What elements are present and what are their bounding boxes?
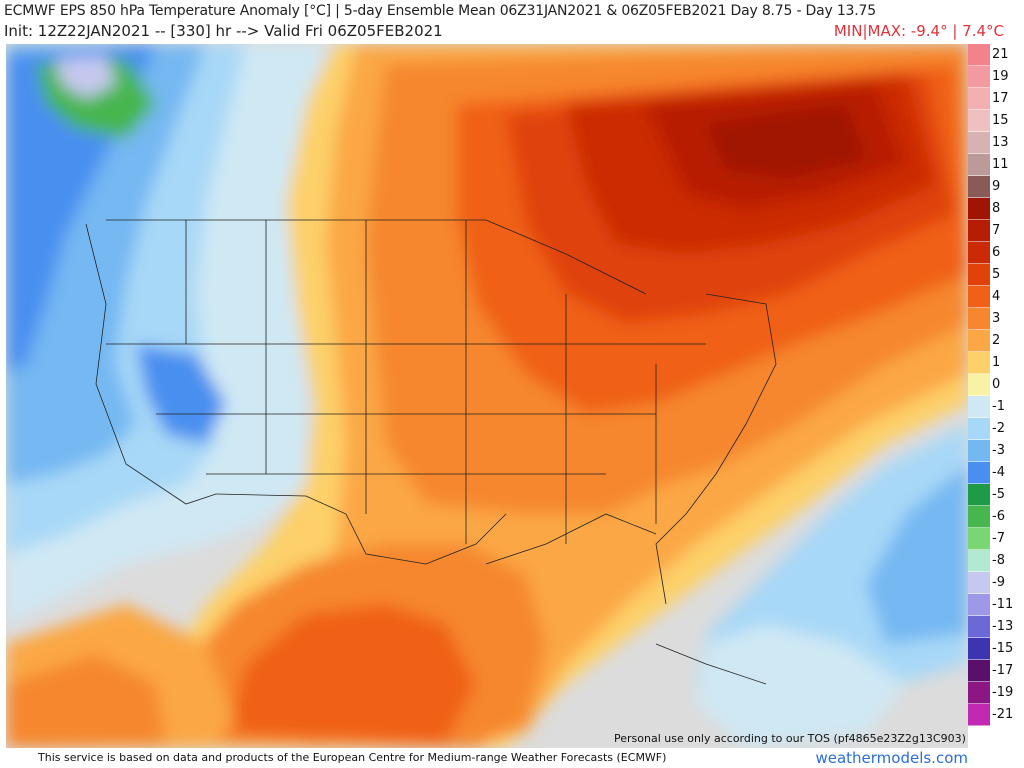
colorbar-label: -21 bbox=[992, 707, 1014, 722]
colorbar-swatch bbox=[968, 308, 990, 330]
colorbar-swatch bbox=[968, 220, 990, 242]
colorbar-swatch bbox=[968, 572, 990, 594]
colorbar-label: 21 bbox=[992, 47, 1009, 62]
colorbar-swatch bbox=[968, 396, 990, 418]
anomaly-pacific-core bbox=[6, 654, 166, 748]
colorbar-swatch bbox=[968, 418, 990, 440]
colorbar-label: -3 bbox=[992, 443, 1005, 458]
colorbar-swatch bbox=[968, 374, 990, 396]
temperature-anomaly-map[interactable]: Personal use only according to our TOS (… bbox=[6, 44, 968, 748]
colorbar-swatch bbox=[968, 66, 990, 88]
colorbar-swatch bbox=[968, 264, 990, 286]
map-canvas bbox=[6, 44, 968, 748]
footer: This service is based on data and produc… bbox=[0, 748, 1024, 768]
colorbar-swatch bbox=[968, 110, 990, 132]
colorbar-label: 1 bbox=[992, 355, 1001, 370]
colorbar-swatch bbox=[968, 330, 990, 352]
colorbar-label: -7 bbox=[992, 531, 1005, 546]
colorbar-label: 8 bbox=[992, 201, 1001, 216]
anomaly-field bbox=[6, 44, 968, 748]
colorbar-legend: 21 19 17 15 13 11 9 8 7 6 5 4 3 2 1 0 -1 -2 -3 -4 -5 -6 -7 -8 -9… bbox=[968, 44, 1024, 726]
colorbar-label: -4 bbox=[992, 465, 1005, 480]
colorbar-label: 4 bbox=[992, 289, 1001, 304]
colorbar-swatch bbox=[968, 660, 990, 682]
colorbar-swatch bbox=[968, 550, 990, 572]
us-mexico-border bbox=[215, 493, 507, 565]
colorbar-swatch bbox=[968, 462, 990, 484]
colorbar-swatch bbox=[968, 616, 990, 638]
state-lines bbox=[185, 220, 657, 544]
colorbar-label: 15 bbox=[992, 113, 1009, 128]
colorbar-swatch bbox=[968, 440, 990, 462]
init-valid-line: Init: 12Z22JAN2021 -- [330] hr --> Valid… bbox=[4, 22, 443, 40]
colorbar-label: 7 bbox=[992, 223, 1001, 238]
anomaly-atlantic-minus3 bbox=[866, 464, 968, 644]
colorbar-swatch bbox=[968, 594, 990, 616]
gulf-coastline bbox=[485, 513, 657, 565]
colorbar-label: 3 bbox=[992, 311, 1001, 326]
colorbar-label: -8 bbox=[992, 553, 1005, 568]
colorbar-swatch bbox=[968, 44, 990, 66]
site-link[interactable]: weathermodels.com bbox=[815, 749, 968, 767]
colorbar-swatch bbox=[968, 286, 990, 308]
colorbar-swatch bbox=[968, 528, 990, 550]
colorbar-swatch bbox=[968, 506, 990, 528]
state-lines-horizontal bbox=[106, 343, 706, 475]
colorbar-label: -9 bbox=[992, 575, 1005, 590]
colorbar-label: 5 bbox=[992, 267, 1001, 282]
min-max-readout: MIN|MAX: -9.4° | 7.4°C bbox=[833, 22, 1004, 40]
colorbar-label: -1 bbox=[992, 399, 1005, 414]
colorbar-swatch bbox=[968, 198, 990, 220]
colorbar-label: -13 bbox=[992, 619, 1014, 634]
colorbar-swatch bbox=[968, 638, 990, 660]
colorbar-swatch bbox=[968, 704, 990, 726]
colorbar-swatch bbox=[968, 484, 990, 506]
colorbar-swatch bbox=[968, 682, 990, 704]
colorbar-swatch bbox=[968, 176, 990, 198]
boundaries bbox=[85, 219, 777, 685]
caribbean-islands bbox=[655, 643, 767, 685]
colorbar-label: 0 bbox=[992, 377, 1001, 392]
colorbar-label: 11 bbox=[992, 157, 1009, 172]
colorbar-swatch bbox=[968, 242, 990, 264]
colorbar-swatch bbox=[968, 88, 990, 110]
colorbar-label: -15 bbox=[992, 641, 1014, 656]
west-coastline bbox=[85, 223, 217, 505]
colorbar-label: 9 bbox=[992, 179, 1001, 194]
colorbar-label: -2 bbox=[992, 421, 1005, 436]
colorbar-label: -19 bbox=[992, 685, 1014, 700]
anomaly-mexico-core bbox=[226, 604, 476, 744]
colorbar-label: -11 bbox=[992, 597, 1014, 612]
colorbar-label: 17 bbox=[992, 91, 1009, 106]
anomaly-minus8 bbox=[56, 56, 116, 99]
map-title: ECMWF EPS 850 hPa Temperature Anomaly [°… bbox=[4, 3, 876, 19]
colorbar-label: -5 bbox=[992, 487, 1005, 502]
colorbar-swatch bbox=[968, 154, 990, 176]
ecmwf-attribution: This service is based on data and produc… bbox=[38, 751, 667, 764]
colorbar-label: 13 bbox=[992, 135, 1009, 150]
anomaly-minus-basin bbox=[136, 344, 226, 444]
colorbar-label: 19 bbox=[992, 69, 1009, 84]
anomaly-caribbean-minus1 bbox=[696, 624, 906, 748]
us-canada-border bbox=[106, 219, 647, 295]
colorbar-swatch bbox=[968, 132, 990, 154]
east-coastline bbox=[655, 293, 777, 605]
colorbar-swatch bbox=[968, 352, 990, 374]
header: ECMWF EPS 850 hPa Temperature Anomaly [°… bbox=[0, 0, 1024, 44]
colorbar-label: 6 bbox=[992, 245, 1001, 260]
colorbar-label: -6 bbox=[992, 509, 1005, 524]
colorbar-label: -17 bbox=[992, 663, 1014, 678]
anomaly-plus8 bbox=[706, 104, 866, 179]
tos-disclaimer: Personal use only according to our TOS (… bbox=[614, 732, 966, 745]
colorbar-label: 2 bbox=[992, 333, 1001, 348]
